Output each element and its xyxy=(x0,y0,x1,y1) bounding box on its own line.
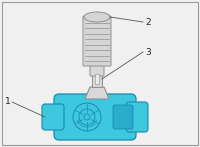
FancyBboxPatch shape xyxy=(113,105,133,129)
Circle shape xyxy=(84,114,90,120)
FancyBboxPatch shape xyxy=(83,16,111,66)
Text: 3: 3 xyxy=(145,47,151,56)
Polygon shape xyxy=(85,87,109,99)
FancyBboxPatch shape xyxy=(54,94,136,140)
Text: 2: 2 xyxy=(145,17,151,26)
FancyBboxPatch shape xyxy=(95,74,99,84)
FancyBboxPatch shape xyxy=(92,69,102,87)
FancyBboxPatch shape xyxy=(42,104,64,130)
Text: 1: 1 xyxy=(5,97,11,106)
FancyBboxPatch shape xyxy=(90,64,104,76)
FancyBboxPatch shape xyxy=(126,102,148,132)
Ellipse shape xyxy=(84,12,110,22)
